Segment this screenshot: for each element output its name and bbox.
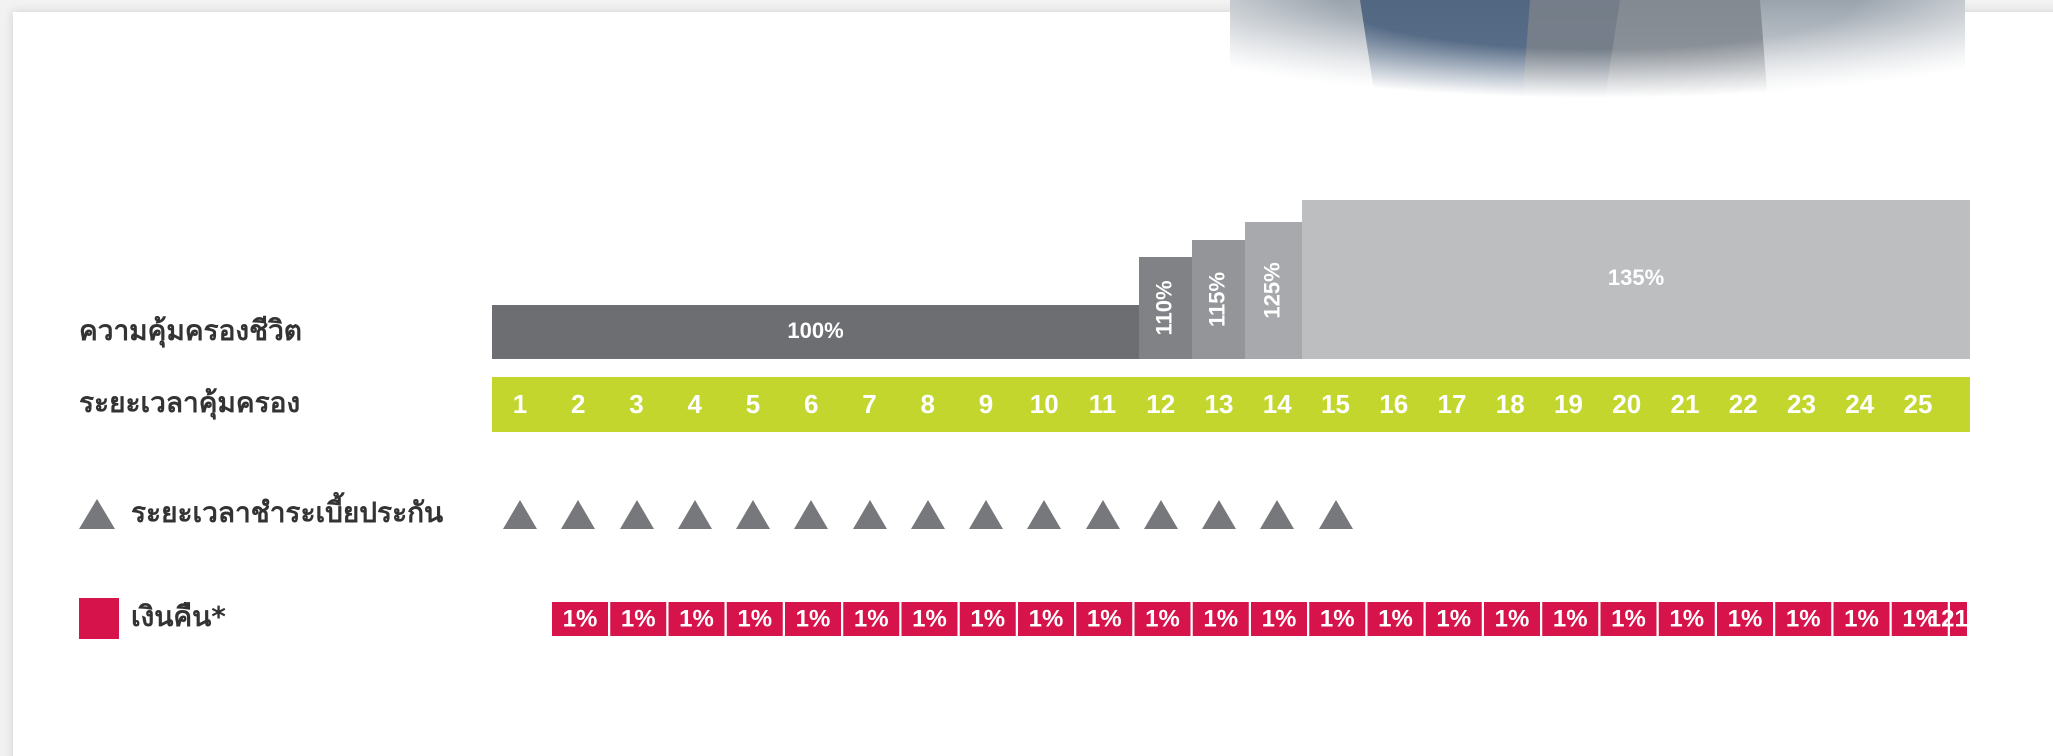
year-label: 15	[1321, 389, 1350, 419]
cashback-label: 1%	[1669, 605, 1704, 632]
cashback-label: เงินคืน*	[131, 600, 226, 633]
cashback-label: 1%	[1786, 605, 1821, 632]
year-label: 13	[1205, 389, 1234, 419]
cashback-label: 1%	[1553, 605, 1588, 632]
coverage-label: 110%	[1151, 280, 1176, 335]
coverage-label: ความคุ้มครองชีวิต	[79, 314, 302, 348]
cashback-label: 1%	[912, 605, 947, 632]
coverage-label: 135%	[1608, 265, 1664, 290]
year-label: 23	[1787, 389, 1816, 419]
year-label: 21	[1671, 389, 1700, 419]
cashback-label: 1%	[1203, 605, 1238, 632]
year-label: 14	[1263, 389, 1292, 419]
cashback-label: 1%	[854, 605, 889, 632]
cashback-label: 1%	[1320, 605, 1355, 632]
cashback-label: 1%	[1087, 605, 1122, 632]
coverage-label: 115%	[1204, 272, 1229, 327]
page: ความคุ้มครองชีวิต ระยะเวลาคุ้มครอง ระยะเ…	[0, 0, 2053, 756]
cashback-label: 1%	[796, 605, 831, 632]
cashback-label: 1%	[970, 605, 1005, 632]
cashback-label: 1%	[563, 605, 598, 632]
cashback-label: 1%	[1378, 605, 1413, 632]
cashback-label: 1%	[679, 605, 714, 632]
cashback-label: 1%	[1145, 605, 1180, 632]
cashback-label: 1%	[1029, 605, 1064, 632]
year-label: 1	[513, 389, 527, 419]
cashback-label: 1%	[1495, 605, 1530, 632]
year-label: 22	[1729, 389, 1758, 419]
photo	[1230, 0, 1965, 140]
cashback-label: 1%	[1436, 605, 1471, 632]
year-label: 5	[746, 389, 760, 419]
year-label: 9	[979, 389, 993, 419]
year-label: 2	[571, 389, 585, 419]
year-label: 4	[688, 389, 703, 419]
year-label: 12	[1146, 389, 1175, 419]
year-label: 20	[1612, 389, 1641, 419]
year-label: 10	[1030, 389, 1059, 419]
year-label: 25	[1904, 389, 1933, 419]
year-label: 3	[629, 389, 643, 419]
term-label: ระยะเวลาคุ้มครอง	[79, 386, 300, 420]
year-label: 8	[921, 389, 935, 419]
cashback-label: 1%	[1844, 605, 1879, 632]
year-label: 24	[1845, 389, 1874, 419]
year-label: 16	[1379, 389, 1408, 419]
infographic: ความคุ้มครองชีวิต ระยะเวลาคุ้มครอง ระยะเ…	[0, 0, 2053, 756]
year-label: 11	[1089, 389, 1117, 419]
premium-label: ระยะเวลาชำระเบี้ยประกัน	[131, 491, 443, 529]
year-label: 7	[862, 389, 876, 419]
legend-square	[79, 598, 119, 639]
year-label: 18	[1496, 389, 1525, 419]
cashback-label: 1%	[737, 605, 772, 632]
year-label: 17	[1438, 389, 1467, 419]
cashback-label: 1%	[1262, 605, 1297, 632]
year-label: 6	[804, 389, 818, 419]
cashback-label: 1%	[1728, 605, 1763, 632]
year-label: 19	[1554, 389, 1583, 419]
cashback-label: 1%	[1611, 605, 1646, 632]
cashback-label: 1%	[621, 605, 656, 632]
coverage-label: 100%	[787, 318, 843, 343]
cashback-label: 121%	[1928, 605, 1989, 632]
coverage-label: 125%	[1259, 262, 1284, 318]
